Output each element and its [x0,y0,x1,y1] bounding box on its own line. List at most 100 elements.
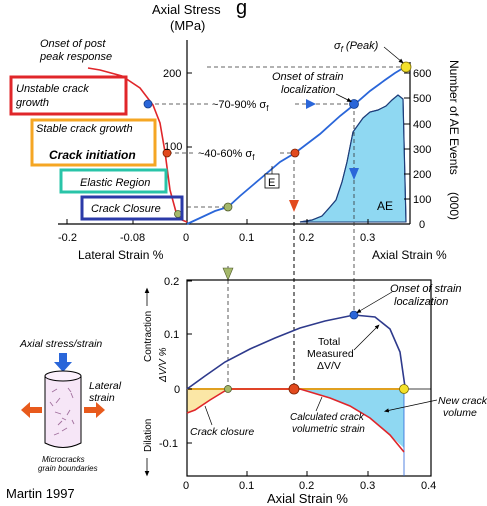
left-red-point [162,148,172,158]
x-tick-0: 0 [183,232,189,244]
b-y-tick-n01: -0.1 [159,438,178,450]
b-x-tick-0: 0 [183,480,189,492]
microcracks-2: grain boundaries [38,464,98,473]
stage-initiation: Crack initiation [49,148,136,162]
onset-localization-1: Onset of strain [272,71,344,83]
b-x-tick-03: 0.3 [360,480,375,492]
right-tick-300: 300 [413,144,431,156]
lateral-arrow-left [21,402,42,418]
volumetric-strain-curve [186,314,406,390]
onset-localization-point [349,99,359,109]
cylinder [44,370,82,448]
stage-unstable-2: growth [16,97,49,109]
stage-unstable-1: Unstable crack [16,83,89,95]
y-axis-label-2: (MPa) [170,18,205,33]
bottom-panel: 0.2 0.1 0 -0.1 0 0.1 0.2 0.3 0.4 Axial S… [143,276,487,506]
y-tick-100: 100 [164,141,182,153]
ae-label: AE [377,199,393,213]
onset-localization-2: localization [281,84,335,96]
crack-closure-label: Crack closure [190,426,254,438]
onset-post-peak-1: Onset of post [40,38,106,50]
b-y-tick-01: 0.1 [164,329,179,341]
new-crack-leader [383,399,438,413]
e-label: E [268,177,275,189]
dilation-label: Dilation [143,419,154,452]
new-crack-volume-fill [300,389,404,448]
stage-box-closure [80,195,184,221]
b-onset-leader [356,291,393,314]
calc-crack-leader [315,396,323,412]
lateral-arrow-right [84,402,105,418]
peak-point [400,61,412,73]
new-crack-1: New crack [438,395,487,407]
right-tick-600: 600 [413,68,431,80]
b-x-label: Axial Strain % [267,491,348,506]
lateral-strain-2: strain [89,392,115,404]
b-x-tick-04: 0.4 [421,480,436,492]
citation: Martin 1997 [6,486,75,501]
y-axis-label-1: Axial Stress [152,2,221,17]
contraction-label: Contraction [143,311,154,362]
b-y-tick-0: 0 [174,384,180,396]
right-tick-200: 200 [413,169,431,181]
stage-box-elastic [59,168,168,194]
bottom-init-point [288,383,300,395]
bottom-peak-point [399,384,409,394]
right-tick-100: 100 [413,194,431,206]
left-closure-point [174,210,182,218]
x-tick-n008: -0.08 [120,232,145,244]
crack-volumetric-curve [186,388,405,453]
closure-point [223,202,233,212]
stage-stable: Stable crack growth [36,123,133,135]
peak-leader [383,46,404,64]
b-onset-2: localization [394,296,448,308]
stage-closure: Crack Closure [91,203,161,215]
ae-curve [299,94,407,223]
b-onset-1: Onset of strain [390,283,462,295]
b-y-tick-02: 0.2 [164,276,179,288]
arrow-70-90 [306,99,316,109]
x-tick-02: 0.2 [299,232,314,244]
b-x-tick-01: 0.1 [239,480,254,492]
green-down-arrow [222,267,234,281]
right-axis-label: Number of AE Events [447,60,461,175]
new-crack-2: volume [443,407,477,419]
right-tick-400: 400 [413,119,431,131]
left-blue-point [143,99,153,109]
lateral-strain-label: Lateral Strain % [78,248,164,262]
title-partial: g [236,0,247,19]
right-tick-500: 500 [413,93,431,105]
total-measured-1: Total [318,336,340,348]
onset-post-peak-2: peak response [39,51,112,63]
stage-elastic: Elastic Region [80,177,150,189]
arrow-down-red [289,200,299,212]
x-tick-01: 0.1 [239,232,254,244]
total-leader [353,324,380,351]
calc-crack-1: Calculated crack [290,412,365,423]
dv-axis-label: ΔV/V % [158,347,169,383]
stage-box-stable [30,118,157,167]
total-measured-3: ΔV/V [317,360,341,372]
arrow-down-blue [349,168,359,180]
pct-40-60: ~40-60% σf [198,148,255,162]
peak-label: σf (Peak) [334,40,379,54]
lateral-strain-1: Lateral [89,380,122,392]
x-tick-n02: -0.2 [58,232,77,244]
axial-arrow [54,353,72,372]
axial-stress-strain-label: Axial stress/strain [19,338,102,350]
b-x-tick-02: 0.2 [299,480,314,492]
crack-closure-leader [204,405,213,426]
microcracks-1: Microcracks [42,455,85,464]
axial-strain-label: Axial Strain % [372,248,447,262]
calc-crack-2: volumetric strain [292,424,365,435]
pct-70-90: ~70-90% σf [212,99,269,113]
x-tick-03: 0.3 [360,232,375,244]
bottom-frame [186,279,432,477]
right-tick-0: 0 [419,219,425,231]
right-axis-label-2: (000) [447,192,461,220]
crack-init-point [290,148,300,158]
total-measured-2: Measured [307,348,354,360]
y-tick-200: 200 [163,68,181,80]
top-panel: E AE g Axial Stress (MPa) 200 100 -0.2 -… [9,0,461,262]
